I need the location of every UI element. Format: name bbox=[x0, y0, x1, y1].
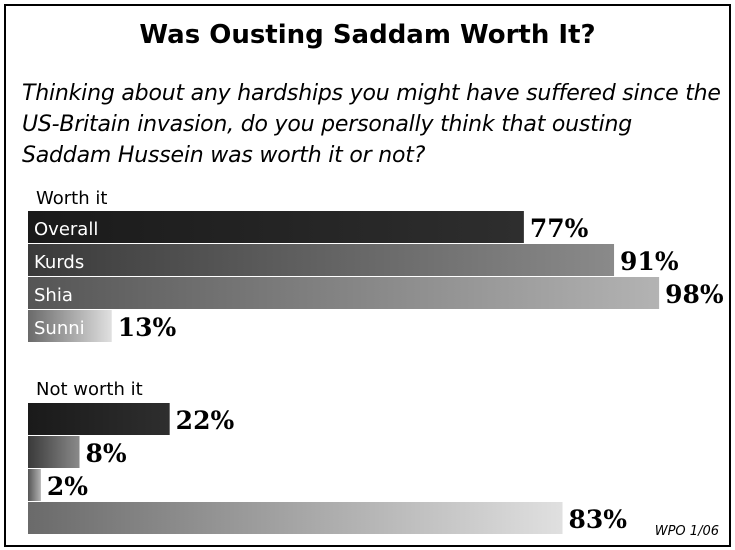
value-label-not-worth-it-overall: 22% bbox=[176, 406, 235, 435]
bar-worth-it-overall bbox=[28, 211, 524, 243]
bar-not-worth-it-kurds bbox=[28, 436, 80, 468]
bar-not-worth-it-sunni bbox=[28, 502, 563, 534]
value-label-worth-it-shia: 98% bbox=[665, 280, 724, 309]
value-label-not-worth-it-shia: 2% bbox=[47, 472, 88, 501]
bar-worth-it-shia bbox=[28, 277, 660, 309]
category-label-shia: Shia bbox=[34, 285, 73, 306]
chart-frame: Was Ousting Saddam Worth It? Thinking ab… bbox=[4, 4, 731, 547]
bar-not-worth-it-overall bbox=[28, 403, 170, 435]
chart-title: Was Ousting Saddam Worth It? bbox=[139, 20, 596, 50]
category-label-sunni: Sunni bbox=[34, 318, 85, 339]
value-label-worth-it-kurds: 91% bbox=[620, 247, 679, 276]
source-note: WPO 1/06 bbox=[654, 524, 719, 539]
value-label-not-worth-it-sunni: 83% bbox=[569, 505, 628, 534]
survey-question: Thinking about any hardships you might h… bbox=[22, 81, 721, 168]
group-label-not-worth-it: Not worth it bbox=[36, 379, 143, 400]
value-label-worth-it-sunni: 13% bbox=[118, 313, 177, 342]
value-label-not-worth-it-kurds: 8% bbox=[86, 439, 127, 468]
value-label-worth-it-overall: 77% bbox=[530, 214, 589, 243]
category-label-kurds: Kurds bbox=[34, 252, 84, 273]
bar-worth-it-sunni bbox=[28, 310, 112, 342]
bar-not-worth-it-shia bbox=[28, 469, 41, 501]
bar-chart: Overall 77% Kurds 91% Shia 98% Sunni 13% 22% 8% 2%… bbox=[28, 211, 724, 534]
group-label-worth-it: Worth it bbox=[36, 188, 108, 209]
category-label-overall: Overall bbox=[34, 219, 98, 240]
bar-worth-it-kurds bbox=[28, 244, 615, 276]
